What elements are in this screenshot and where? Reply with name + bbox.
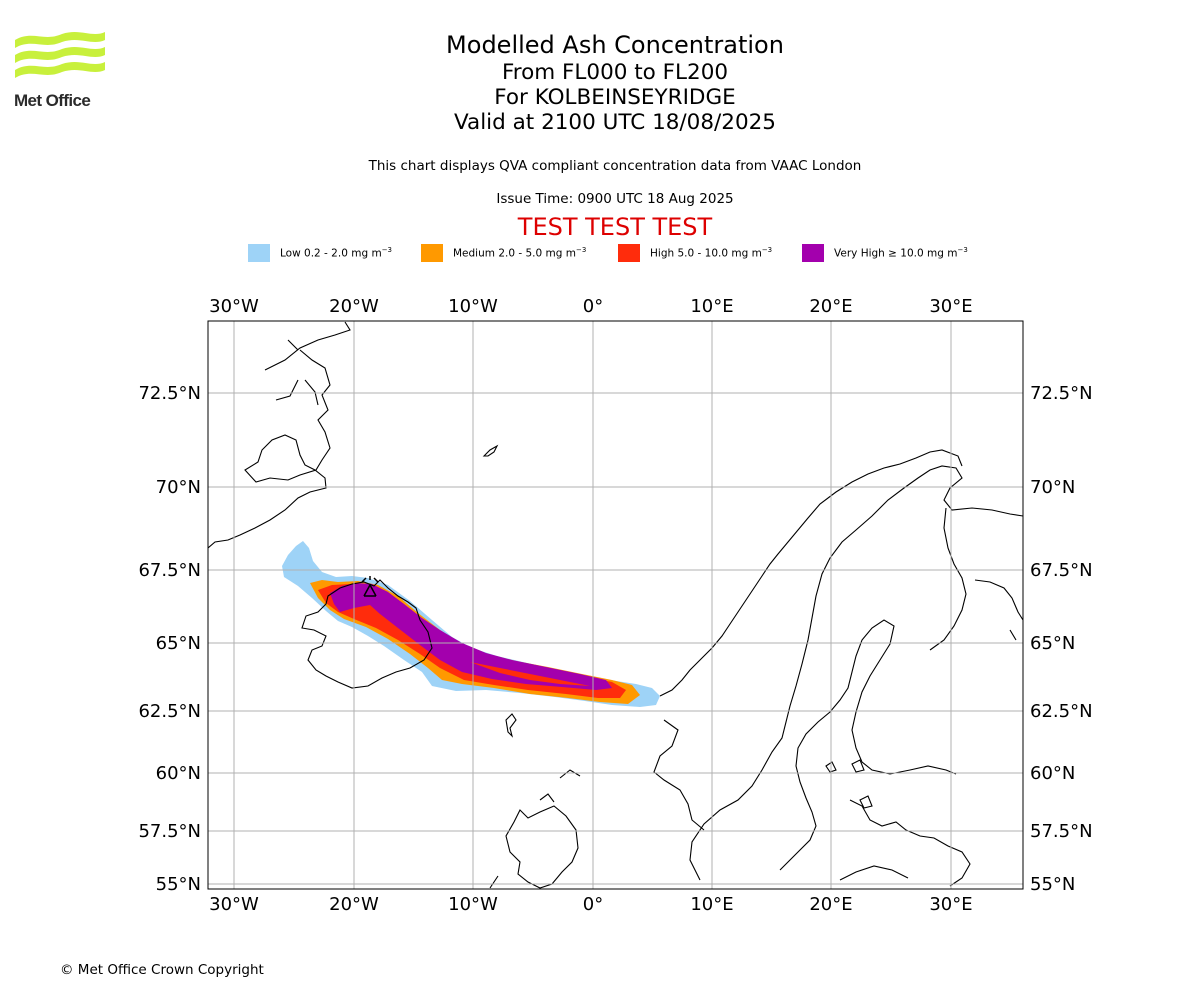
legend-swatch-low [248, 244, 270, 262]
legend-label-high: High 5.0 - 10.0 mg m [650, 247, 762, 260]
coastlines [208, 321, 1023, 889]
lon-label: 30°E [929, 894, 972, 915]
scandinavia-coast [653, 449, 1023, 887]
lon-label: 0° [583, 894, 603, 915]
lon-label: 30°W [209, 296, 259, 317]
logo-text: Met Office [14, 91, 91, 110]
lon-label: 20°E [809, 296, 852, 317]
ash-plume [282, 541, 660, 707]
greenland-coast [208, 321, 351, 549]
lat-label: 62.5°N [1030, 701, 1093, 722]
legend-item-high: High 5.0 - 10.0 mg m−3 [618, 244, 772, 262]
lat-labels-right: 72.5°N 70°N 67.5°N 65°N 62.5°N 60°N 57.5… [1030, 383, 1093, 895]
lon-labels-bottom: 30°W 20°W 10°W 0° 10°E 20°E 30°E [209, 894, 972, 915]
legend-label-medium: Medium 2.0 - 5.0 mg m [453, 247, 576, 260]
volcano-marker [361, 576, 379, 597]
legend-label-low: Low 0.2 - 2.0 mg m [280, 247, 382, 260]
lat-label: 70°N [1030, 477, 1075, 498]
ash-very-high-region [330, 583, 612, 690]
lon-label: 30°E [929, 296, 972, 317]
gridlines [208, 321, 1023, 889]
lon-label: 10°E [690, 894, 733, 915]
subtitle: This chart displays QVA compliant concen… [368, 158, 862, 174]
title-block: Modelled Ash Concentration From FL000 to… [300, 30, 930, 135]
legend-swatch-high [618, 244, 640, 262]
valid-time: Valid at 2100 UTC 18/08/2025 [453, 110, 776, 135]
chart-title: Modelled Ash Concentration [446, 31, 784, 59]
lon-labels-top: 30°W 20°W 10°W 0° 10°E 20°E 30°E [209, 296, 972, 317]
lon-label: 10°E [690, 296, 733, 317]
lat-labels-left: 72.5°N 70°N 67.5°N 65°N 62.5°N 60°N 57.5… [138, 383, 201, 895]
jan-mayen-coast [482, 444, 499, 457]
legend-swatch-very-high [802, 244, 824, 262]
lon-label: 20°W [329, 894, 379, 915]
lon-label: 10°W [448, 894, 498, 915]
lon-label: 30°W [209, 894, 259, 915]
lon-label: 20°W [329, 296, 379, 317]
issue-time: Issue Time: 0900 UTC 18 Aug 2025 [496, 191, 734, 207]
lat-label: 65°N [156, 633, 201, 654]
ash-low-region [282, 541, 660, 707]
lat-label: 62.5°N [138, 701, 201, 722]
faroe-coast [505, 713, 517, 738]
legend-label-very-high: Very High ≥ 10.0 mg m [834, 247, 958, 260]
map-frame [207, 320, 1024, 890]
ash-inner-red-streak [470, 662, 590, 686]
lat-label: 60°N [1030, 763, 1075, 784]
flight-levels: From FL000 to FL200 [501, 60, 729, 85]
kola-coast [974, 579, 1023, 641]
lat-label: 67.5°N [1030, 560, 1093, 581]
legend-swatch-medium [421, 244, 443, 262]
lat-label: 72.5°N [138, 383, 201, 404]
lat-label: 72.5°N [1030, 383, 1093, 404]
legend-item-medium: Medium 2.0 - 5.0 mg m−3 [421, 244, 586, 262]
map-content [208, 321, 1023, 889]
legend-item-very-high: Very High ≥ 10.0 mg m−3 [802, 244, 968, 262]
lat-label: 65°N [1030, 633, 1075, 654]
legend-item-low: Low 0.2 - 2.0 mg m−3 [248, 244, 392, 262]
britain-coast [489, 769, 581, 889]
lat-label: 70°N [156, 477, 201, 498]
lon-label: 20°E [809, 894, 852, 915]
lat-label: 67.5°N [138, 560, 201, 581]
lon-label: 0° [583, 296, 603, 317]
baltic-islands [825, 759, 873, 809]
copyright-notice: © Met Office Crown Copyright [60, 962, 264, 978]
lon-label: 10°W [448, 296, 498, 317]
location-label: For KOLBEINSEYRIDGE [494, 85, 736, 110]
lat-label: 57.5°N [1030, 821, 1093, 842]
lat-label: 55°N [1030, 874, 1075, 895]
lat-label: 60°N [156, 763, 201, 784]
iceland-coast [301, 579, 433, 689]
test-banner: TEST TEST TEST [517, 213, 713, 241]
lat-label: 57.5°N [138, 821, 201, 842]
met-office-logo [15, 32, 105, 78]
lat-label: 55°N [156, 874, 201, 895]
